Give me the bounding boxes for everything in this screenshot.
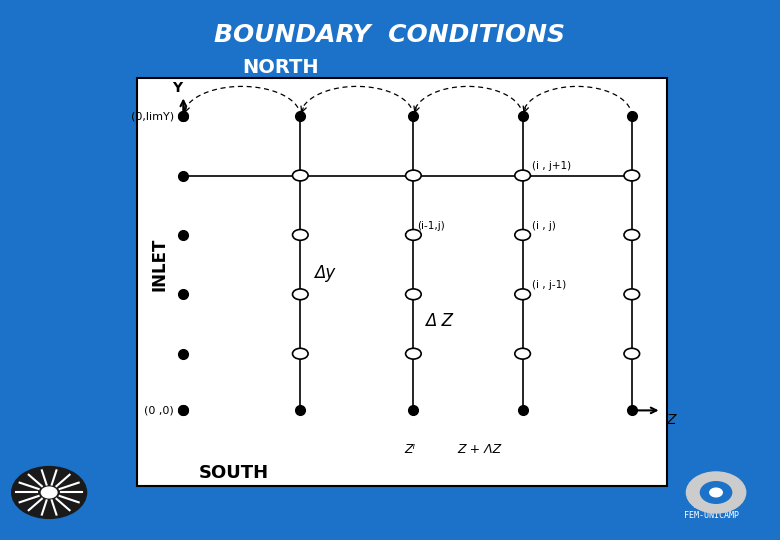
Text: (0,limY): (0,limY)	[131, 111, 174, 121]
Circle shape	[515, 170, 530, 181]
Circle shape	[710, 488, 722, 497]
Circle shape	[515, 348, 530, 359]
Text: Y: Y	[172, 81, 182, 95]
Circle shape	[292, 170, 308, 181]
Circle shape	[292, 230, 308, 240]
Circle shape	[12, 467, 87, 518]
Circle shape	[686, 472, 746, 513]
Circle shape	[292, 289, 308, 300]
Text: Zᴵ: Zᴵ	[404, 443, 415, 456]
Text: BOUNDARY  CONDITIONS: BOUNDARY CONDITIONS	[215, 23, 566, 47]
Text: UNICAMP: UNICAMP	[30, 506, 71, 516]
Text: Z: Z	[666, 413, 675, 427]
Text: (i , j): (i , j)	[532, 220, 556, 231]
Circle shape	[624, 348, 640, 359]
Circle shape	[406, 170, 421, 181]
Text: NORTH: NORTH	[243, 58, 319, 77]
Circle shape	[515, 289, 530, 300]
Circle shape	[515, 230, 530, 240]
Circle shape	[406, 348, 421, 359]
Circle shape	[624, 289, 640, 300]
Circle shape	[406, 289, 421, 300]
Circle shape	[624, 170, 640, 181]
Text: Δy: Δy	[314, 264, 335, 282]
Text: MULTLAB
FEM-UNICAMP: MULTLAB FEM-UNICAMP	[684, 501, 739, 520]
Text: (i-1,j): (i-1,j)	[417, 220, 445, 231]
Text: (i , j+1): (i , j+1)	[532, 161, 571, 171]
FancyBboxPatch shape	[136, 78, 667, 486]
Text: SOUTH: SOUTH	[199, 463, 269, 482]
Text: Z + ΛZ: Z + ΛZ	[458, 443, 502, 456]
Circle shape	[406, 230, 421, 240]
Circle shape	[700, 482, 732, 503]
Text: (i , j-1): (i , j-1)	[532, 280, 566, 290]
Circle shape	[41, 487, 57, 498]
Text: (0 ,0): (0 ,0)	[144, 406, 174, 415]
Circle shape	[292, 348, 308, 359]
Circle shape	[624, 230, 640, 240]
Text: INLET: INLET	[151, 238, 169, 291]
Text: Δ Z: Δ Z	[425, 312, 453, 330]
